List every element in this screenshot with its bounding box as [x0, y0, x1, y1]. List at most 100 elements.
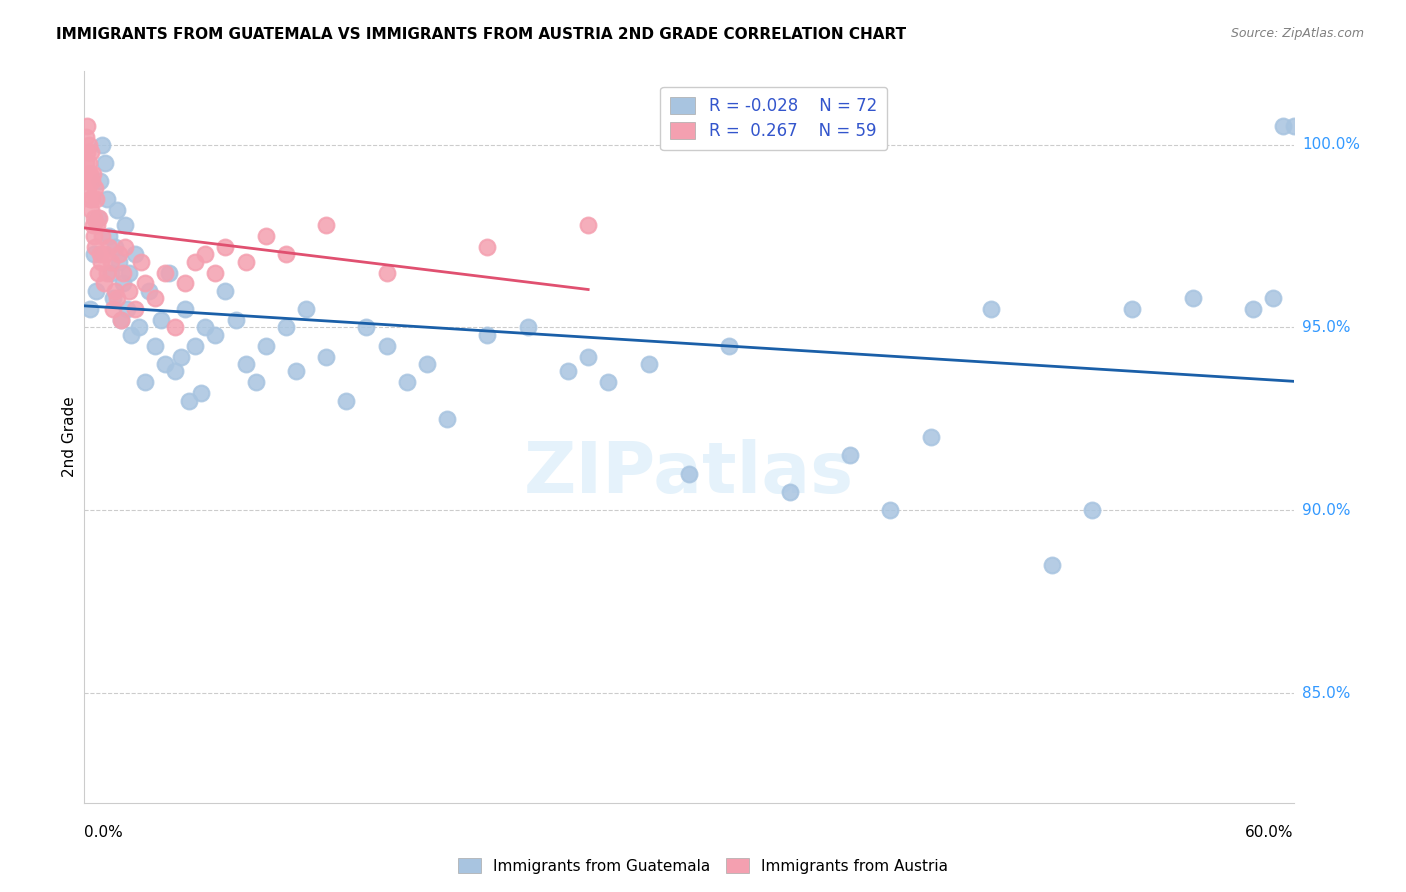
Point [134, 376, 156, 390]
Point [110, 313, 132, 327]
Point [235, 254, 257, 268]
Point [83, 247, 105, 261]
Point [356, 320, 378, 334]
Point [149, 313, 172, 327]
Point [245, 376, 267, 390]
Legend: Immigrants from Guatemala, Immigrants from Austria: Immigrants from Guatemala, Immigrants fr… [451, 852, 955, 880]
Point [157, 266, 180, 280]
Point [104, 284, 127, 298]
Point [920, 430, 942, 444]
Point [79, 302, 101, 317]
Text: 90.0%: 90.0% [1302, 503, 1350, 517]
Point [97, 240, 120, 254]
Point [129, 254, 152, 268]
Point [90, 254, 112, 268]
Point [284, 364, 308, 378]
Point [86, 218, 108, 232]
Point [184, 339, 207, 353]
Point [76, 120, 98, 134]
Point [91, 229, 114, 244]
Point [153, 357, 176, 371]
Point [254, 229, 277, 244]
Point [77, 167, 100, 181]
Point [375, 266, 398, 280]
Point [1040, 558, 1063, 573]
Point [77, 181, 100, 195]
Text: 100.0%: 100.0% [1302, 137, 1360, 152]
Point [779, 485, 801, 500]
Point [79, 167, 101, 181]
Point [174, 302, 197, 317]
Point [516, 320, 538, 334]
Point [165, 364, 187, 378]
Point [576, 350, 599, 364]
Point [93, 277, 115, 291]
Point [83, 211, 105, 225]
Point [143, 339, 166, 353]
Point [75, 174, 97, 188]
Point [77, 156, 100, 170]
Point [80, 203, 103, 218]
Point [235, 357, 257, 371]
Point [138, 284, 160, 298]
Y-axis label: 2nd Grade: 2nd Grade [62, 397, 77, 477]
Point [111, 266, 134, 280]
Point [96, 193, 118, 207]
Point [170, 350, 193, 364]
Point [87, 211, 110, 225]
Point [82, 167, 104, 181]
Point [879, 503, 901, 517]
Point [1081, 503, 1104, 517]
Point [115, 302, 138, 317]
Legend: R = -0.028    N = 72, R =  0.267    N = 59: R = -0.028 N = 72, R = 0.267 N = 59 [661, 87, 887, 150]
Point [83, 181, 105, 195]
Point [93, 247, 115, 261]
Point [114, 218, 136, 232]
Point [97, 229, 120, 244]
Point [107, 254, 129, 268]
Point [477, 327, 499, 342]
Point [980, 302, 1002, 317]
Point [143, 291, 166, 305]
Point [1263, 291, 1285, 305]
Point [225, 313, 247, 327]
Point [87, 266, 110, 280]
Point [79, 193, 101, 207]
Point [678, 467, 700, 481]
Point [335, 393, 357, 408]
Point [128, 320, 150, 334]
Point [214, 284, 236, 298]
Point [124, 302, 146, 317]
Point [114, 240, 136, 254]
Point [395, 376, 418, 390]
Point [179, 393, 201, 408]
Point [295, 302, 318, 317]
Point [254, 339, 277, 353]
Point [86, 284, 108, 298]
Point [111, 277, 134, 291]
Point [124, 247, 146, 261]
Point [80, 174, 103, 188]
Point [100, 266, 122, 280]
Point [274, 320, 297, 334]
Point [190, 386, 212, 401]
Point [101, 302, 124, 317]
Point [204, 266, 226, 280]
Point [416, 357, 439, 371]
Point [1241, 302, 1264, 317]
Text: 0.0%: 0.0% [84, 825, 124, 840]
Point [1121, 302, 1143, 317]
Text: 60.0%: 60.0% [1246, 825, 1294, 840]
Point [576, 218, 599, 232]
Point [153, 266, 176, 280]
Point [557, 364, 579, 378]
Point [96, 266, 118, 280]
Point [80, 145, 103, 159]
Point [204, 327, 226, 342]
Point [110, 313, 132, 327]
Point [91, 137, 114, 152]
Point [105, 203, 128, 218]
Text: 95.0%: 95.0% [1302, 320, 1350, 334]
Point [598, 376, 620, 390]
Point [83, 229, 105, 244]
